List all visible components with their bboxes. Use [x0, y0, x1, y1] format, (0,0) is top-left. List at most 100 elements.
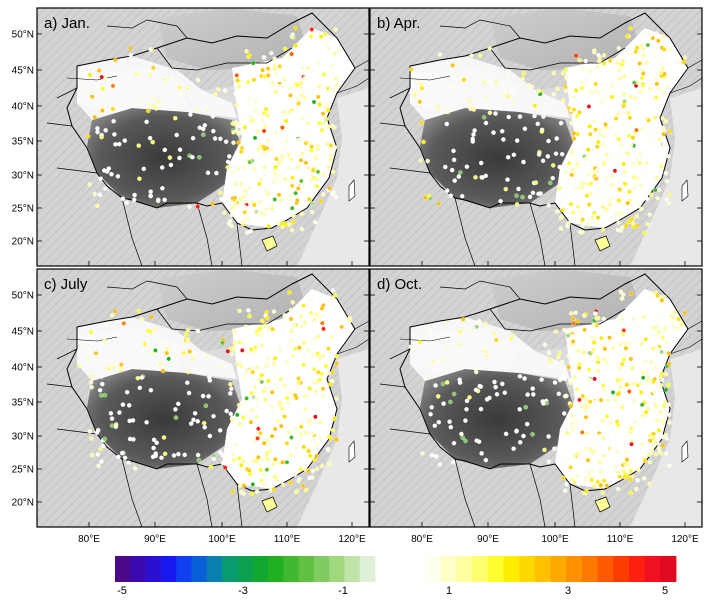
station-dot — [488, 78, 493, 84]
station-dot — [257, 199, 262, 205]
panel-layer: 50°N 45°N 40°N 35°N 30°N 25°N 20°N a) Jan. b) Ap… — [12, 7, 703, 545]
station-dot — [601, 453, 607, 459]
station-dot — [109, 423, 115, 428]
station-dot — [651, 346, 656, 351]
station-dot — [642, 476, 647, 481]
station-dot — [293, 25, 298, 31]
station-dot — [663, 119, 669, 124]
station-dot — [190, 355, 196, 361]
station-dot — [505, 177, 510, 182]
station-dot — [235, 78, 240, 83]
station-dot — [429, 405, 434, 410]
station-dot — [444, 121, 450, 127]
station-dot — [275, 418, 281, 424]
station-dot — [236, 140, 241, 145]
station-dot — [238, 181, 244, 186]
station-dot — [565, 333, 571, 338]
station-dot — [661, 142, 667, 147]
station-dot — [305, 121, 311, 126]
station-dot — [182, 452, 187, 458]
station-dot — [255, 365, 260, 370]
station-dot — [579, 180, 584, 185]
station-dot — [574, 474, 579, 479]
station-dot — [305, 109, 310, 114]
station-dot — [280, 482, 286, 487]
station-dot — [423, 374, 429, 380]
station-dot — [599, 469, 605, 474]
station-dot — [448, 193, 454, 198]
station-dot — [225, 159, 231, 165]
station-dot — [87, 429, 93, 434]
station-dot — [153, 451, 158, 456]
station-dot — [298, 183, 304, 189]
station-dot — [562, 164, 567, 170]
station-dot — [586, 104, 592, 109]
station-dot — [571, 321, 576, 326]
station-dot — [191, 417, 196, 423]
station-dot — [301, 303, 306, 308]
station-dot — [95, 452, 100, 457]
station-dot — [320, 386, 326, 392]
station-dot — [563, 170, 568, 175]
station-dot — [254, 489, 260, 494]
station-dot — [542, 342, 548, 347]
station-dot — [302, 393, 308, 399]
colorbar-swatch — [115, 556, 131, 582]
station-dot — [131, 197, 137, 203]
station-dot — [593, 399, 598, 405]
station-dot — [272, 180, 277, 186]
station-dot — [621, 102, 627, 107]
station-dot — [636, 467, 641, 473]
station-dot — [622, 74, 627, 79]
station-dot — [550, 163, 556, 168]
station-dot — [517, 374, 523, 379]
colorbar-swatch — [191, 556, 208, 582]
station-dot — [218, 450, 223, 455]
station-dot — [449, 167, 455, 173]
station-dot — [619, 404, 625, 410]
station-dot — [334, 437, 339, 442]
station-dot — [188, 421, 194, 426]
station-dot — [256, 146, 261, 152]
station-dot — [323, 39, 328, 44]
station-dot — [429, 452, 435, 458]
station-dot — [298, 434, 304, 439]
colorbar-negative-ramp — [115, 556, 376, 582]
station-dot — [648, 32, 653, 38]
station-dot — [546, 434, 551, 439]
station-dot — [128, 53, 134, 58]
station-dot — [460, 317, 466, 322]
station-dot — [262, 165, 267, 170]
station-dot — [616, 198, 622, 203]
station-dot — [653, 452, 658, 457]
station-dot — [327, 461, 332, 467]
station-dot — [672, 310, 678, 315]
station-dot — [282, 46, 288, 52]
station-dot — [514, 429, 519, 434]
station-dot — [463, 418, 468, 423]
station-dot — [259, 372, 264, 378]
station-dot — [637, 160, 642, 166]
station-dot — [309, 209, 315, 215]
station-dot — [621, 161, 626, 167]
station-dot — [522, 376, 527, 381]
station-dot — [288, 157, 294, 162]
station-dot — [564, 458, 569, 463]
station-dot — [102, 436, 108, 442]
station-dot — [308, 113, 314, 119]
station-dot — [594, 154, 599, 159]
station-dot — [288, 308, 294, 313]
station-dot — [260, 425, 265, 430]
station-dot — [572, 374, 578, 380]
station-dot — [238, 361, 243, 367]
station-dot — [303, 320, 308, 325]
station-dot — [231, 457, 237, 463]
station-dot — [584, 397, 589, 402]
station-dot — [628, 468, 634, 474]
station-dot — [239, 462, 244, 468]
station-dot — [640, 375, 646, 380]
station-dot — [664, 178, 670, 184]
station-dot — [594, 316, 599, 321]
station-dot — [629, 441, 634, 447]
station-dot — [153, 348, 158, 353]
